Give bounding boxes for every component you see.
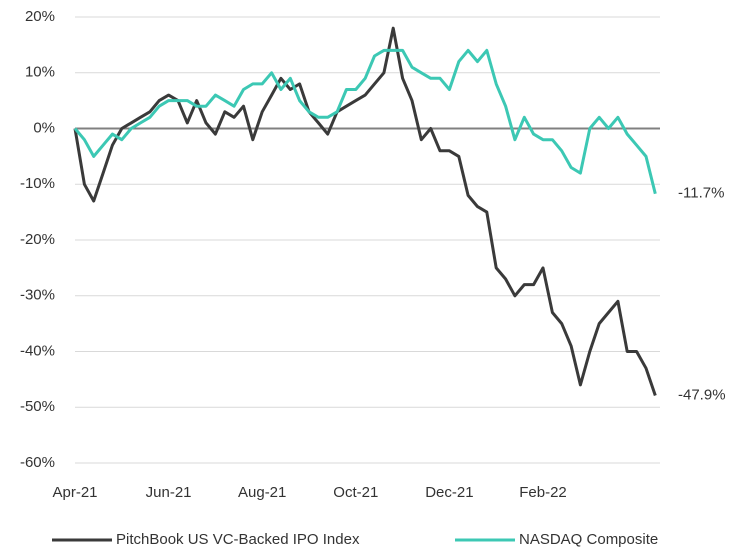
y-tick-label: -20%	[20, 231, 55, 248]
series-line	[73, 48, 657, 195]
y-tick-label: -30%	[20, 287, 55, 304]
series-line	[73, 26, 657, 396]
x-tick-label: Apr-21	[52, 484, 97, 501]
y-tick-label: 0%	[33, 119, 55, 136]
x-tick-label: Aug-21	[238, 484, 286, 501]
y-tick-label: 10%	[25, 64, 55, 81]
y-tick-label: 20%	[25, 8, 55, 25]
x-tick-label: Oct-21	[333, 484, 378, 501]
y-tick-label: -50%	[20, 398, 55, 415]
y-tick-label: -60%	[20, 454, 55, 471]
x-tick-label: Dec-21	[425, 484, 473, 501]
y-tick-label: -10%	[20, 175, 55, 192]
legend-label: NASDAQ Composite	[519, 531, 658, 548]
legend-label: PitchBook US VC-Backed IPO Index	[116, 531, 360, 548]
x-tick-label: Jun-21	[146, 484, 192, 501]
end-label: -11.7%	[678, 185, 724, 202]
y-tick-label: -40%	[20, 342, 55, 359]
x-tick-label: Feb-22	[519, 484, 567, 501]
end-label: -47.9%	[678, 387, 726, 404]
